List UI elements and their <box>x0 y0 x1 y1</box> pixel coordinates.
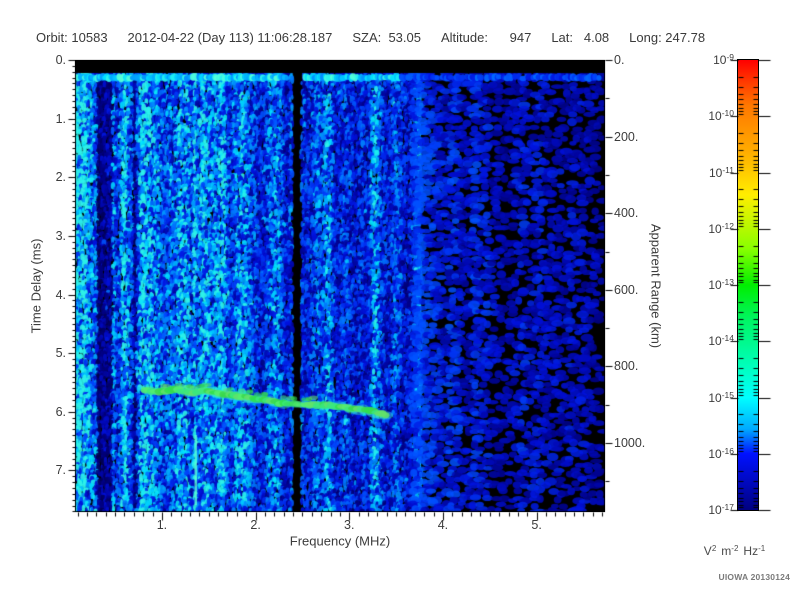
y-tick-label: 4. <box>55 287 66 302</box>
y2-tick-label: 1000. <box>614 435 646 450</box>
x-axis-label: Frequency (MHz) <box>289 533 391 549</box>
colorbar-tick-label: 10-9 <box>713 52 734 67</box>
x-tick-label: 4. <box>437 517 449 532</box>
unit-exponent: -1 <box>758 544 766 553</box>
colorbar-gradient <box>737 59 759 511</box>
title-segment-lat: Lat: 4.08 <box>551 30 610 45</box>
y-tick-label: 5. <box>55 345 66 360</box>
x-tick-label: 1. <box>156 517 168 532</box>
colorbar-exponent: -15 <box>721 389 734 400</box>
x-tick-label: 2. <box>250 517 261 532</box>
colorbar-exponent: -13 <box>721 277 734 287</box>
title-segment-altitude: Altitude: 947 <box>440 30 532 45</box>
unit-part: m-2 <box>721 544 739 558</box>
y-tick-label: 6. <box>55 404 66 419</box>
y-axis-label: Time Delay (ms) <box>28 238 44 334</box>
colorbar-tick-label: 10-11 <box>708 164 734 180</box>
y2-tick-label: 600. <box>614 282 639 297</box>
spectrogram-canvas <box>75 60 605 512</box>
colorbar-exponent: -11 <box>722 164 734 175</box>
y2-axis-label: Apparent Range (km) <box>648 223 664 349</box>
y-tick-label: 0. <box>55 52 66 67</box>
title-segment-long: Long: 247.78 <box>629 30 706 45</box>
colorbar-exponent: -17 <box>721 502 734 512</box>
y2-tick-label: 400. <box>614 205 639 220</box>
colorbar-exponent: -16 <box>721 445 734 456</box>
y2-tick-label: 200. <box>614 129 639 144</box>
colorbar-tick-label: 10-14 <box>708 333 734 349</box>
colorbar-exponent: -12 <box>721 220 734 231</box>
y2-tick-label: 0. <box>614 52 625 67</box>
colorbar-tick-label: 10-17 <box>708 502 734 517</box>
unit-exponent: 2 <box>711 544 717 553</box>
colorbar-tick-label: 10-12 <box>708 220 734 236</box>
y-tick-label: 1. <box>55 111 66 126</box>
unit-exponent: -2 <box>731 544 739 553</box>
colorbar-exponent: -14 <box>721 333 734 344</box>
colorbar-unit-label: V2 m-2 Hz-1 <box>704 544 770 558</box>
x-tick-label: 5. <box>531 517 542 532</box>
title-segment-sza: SZA: 53.05 <box>352 30 421 45</box>
colorbar-tick-label: 10-16 <box>708 445 734 461</box>
unit-part: Hz-1 <box>743 544 766 558</box>
x-tick-label: 3. <box>344 517 355 532</box>
y-tick-label: 7. <box>55 463 66 478</box>
colorbar-exponent: -10 <box>721 108 734 119</box>
y2-tick-label: 800. <box>614 359 639 374</box>
colorbar-tick-label: 10-15 <box>708 389 734 405</box>
y-tick-label: 3. <box>55 228 66 243</box>
unit-part: V2 <box>703 544 717 558</box>
colorbar-tick-label: 10-10 <box>708 108 734 124</box>
plot-title: Orbit: 10583 2012-04-22 (Day 113) 11:06:… <box>36 30 705 45</box>
colorbar-tick-label: 10-13 <box>708 277 734 292</box>
y-tick-label: 2. <box>55 170 66 184</box>
colorbar-exponent: -9 <box>726 52 734 62</box>
credit-text: UIOWA 20130124 <box>718 572 790 582</box>
title-segment-datetime: 2012-04-22 (Day 113) 11:06:28.187 <box>127 30 333 45</box>
title-segment-orbit: Orbit: 10583 <box>36 30 108 45</box>
